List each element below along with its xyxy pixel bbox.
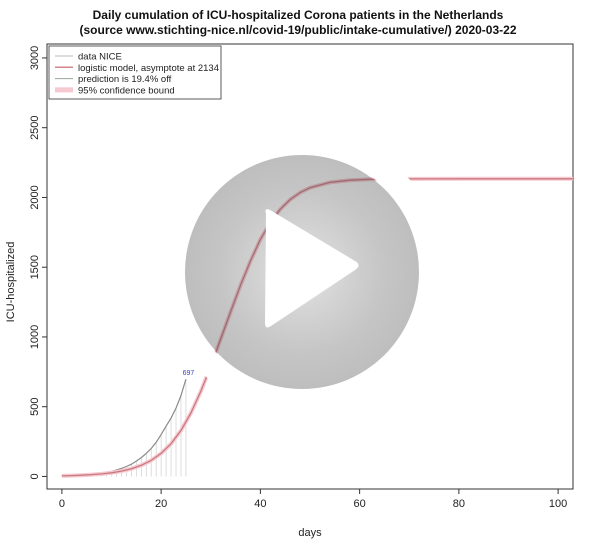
legend-label-1: logistic model, asymptote at 2134: [78, 63, 219, 74]
x-tick-label-3: 60: [353, 498, 365, 510]
x-tick-label-2: 40: [254, 498, 266, 510]
series-logistic-model-line: [61, 178, 573, 477]
y-tick-label-5: 2500: [29, 115, 41, 139]
legend-label-0: data NICE: [78, 52, 122, 63]
y-tick-label-2: 1000: [29, 325, 41, 349]
x-tick-label-5: 100: [549, 498, 567, 510]
y-tick-label-1: 500: [29, 398, 41, 416]
x-tick-label-4: 80: [453, 498, 465, 510]
data-label-last-value: 697: [183, 370, 195, 377]
x-tick-label-1: 20: [155, 498, 167, 510]
plot-area: 0 20 40 60 80 100050010001500200025003000697d…: [29, 43, 574, 510]
y-tick-label-3: 1500: [29, 255, 41, 279]
series-data-nice-line: [61, 379, 187, 477]
x-axis-label: days: [298, 527, 322, 539]
y-axis-label: ICU-hospitalized: [5, 242, 17, 323]
legend-box: [48, 45, 222, 100]
y-tick-label-6: 3000: [29, 46, 41, 70]
chart-title-block: Daily cumulation of ICU-hospitalized Cor…: [0, 8, 596, 38]
chart-title: Daily cumulation of ICU-hospitalized Cor…: [92, 8, 504, 22]
y-tick-label-4: 2000: [29, 185, 41, 209]
legend-label-3: 95% confidence bound: [78, 85, 175, 96]
y-tick-label-0: 0: [29, 473, 41, 479]
legend-label-2: prediction is 19.4% off: [78, 74, 172, 85]
chart-subtitle: (source www.stichting-nice.nl/covid-19/p…: [79, 23, 517, 37]
plot-frame: [46, 43, 574, 490]
series-confidence-band: [61, 176, 573, 478]
x-tick-label-0: 0: [59, 498, 65, 510]
